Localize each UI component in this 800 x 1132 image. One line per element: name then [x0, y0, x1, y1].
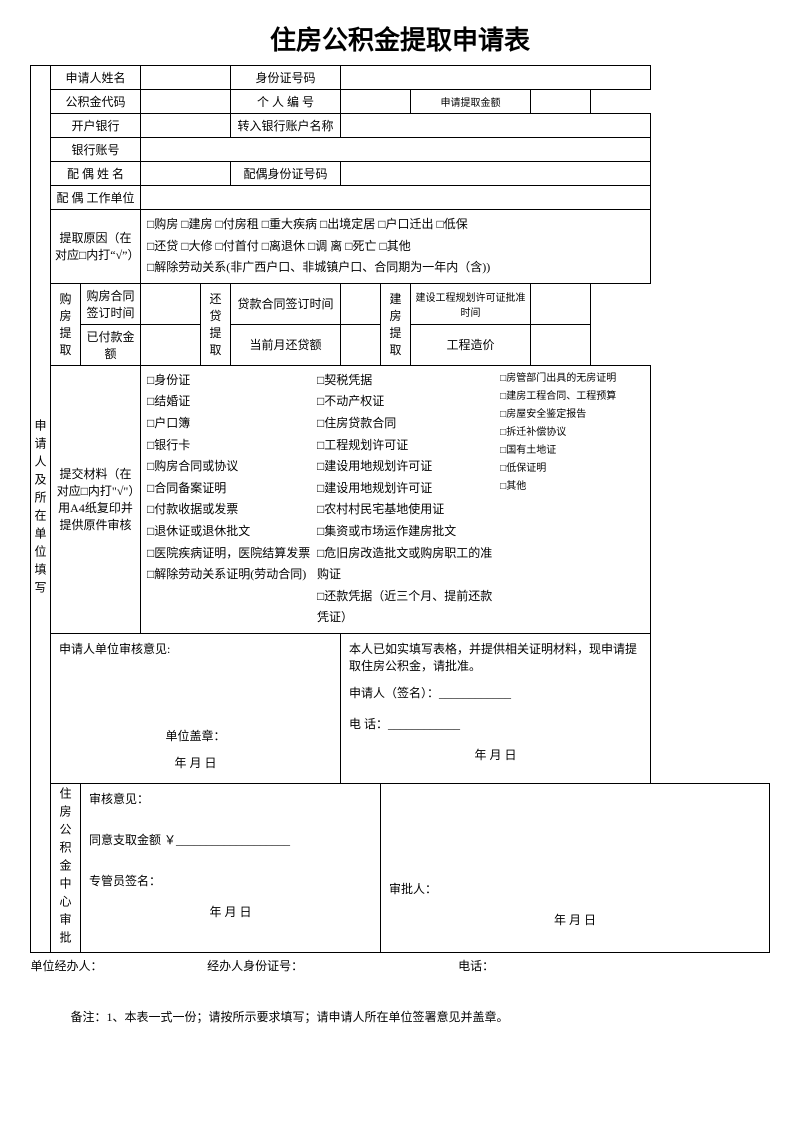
note: 备注：1、本表一式一份；请按所示要求填写；请申请人所在单位签署意见并盖章。 [31, 978, 651, 1025]
field-spouse-unit[interactable] [141, 186, 651, 210]
label-spouse-name: 配 偶 姓 名 [51, 162, 141, 186]
label-bank-account: 银行账号 [51, 138, 141, 162]
label-contract-date: 购房合同签订时间 [81, 283, 141, 324]
unit-opinion[interactable]: 申请人单位审核意见: 单位盖章： 年 月 日 [51, 633, 341, 783]
label-cost: 工程造价 [411, 324, 531, 365]
applicant-declaration[interactable]: 本人已如实填写表格，并提供相关证明材料，现申请提取住房公积金，请批准。 申请人（… [341, 633, 651, 783]
label-materials: 提交材料（在对应□内打"√"）用A4纸复印并提供原件审核 [51, 365, 141, 633]
label-spouse-unit: 配 偶 工作单位 [51, 186, 141, 210]
field-monthly[interactable] [341, 324, 381, 365]
label-bank: 开户银行 [51, 114, 141, 138]
label-permit-date: 建设工程规划许可证批准时间 [411, 283, 531, 324]
label-reason: 提取原因（在对应□内打“√”） [51, 210, 141, 284]
label-repay: 还贷提取 [201, 283, 231, 365]
field-amount[interactable] [531, 90, 591, 114]
audit-left[interactable]: 审核意见： 同意支取金额 ￥___________________ 专管员签名：… [81, 783, 381, 952]
reason-checkboxes[interactable]: □购房 □建房 □付房租 □重大疾病 □出境定居 □户口迁出 □低保 □还贷 □… [141, 210, 651, 284]
field-personal-no[interactable] [341, 90, 411, 114]
application-form: 申请人及所在单位填写 申请人姓名 身份证号码 公积金代码 个 人 编 号 申请提… [30, 65, 770, 1025]
section-applicant: 申请人及所在单位填写 [31, 66, 51, 953]
field-permit-date[interactable] [531, 283, 591, 324]
label-name: 申请人姓名 [51, 66, 141, 90]
audit-right[interactable]: 审批人： 年 月 日 [381, 783, 770, 952]
field-loan-date[interactable] [341, 283, 381, 324]
section-center: 住房公积金中心审批 [51, 783, 81, 952]
field-spouse-id[interactable] [341, 162, 651, 186]
materials-checkboxes[interactable]: □身份证□结婚证□户口簿□银行卡□购房合同或协议□合同备案证明□付款收据或发票□… [141, 365, 651, 633]
label-fund-code: 公积金代码 [51, 90, 141, 114]
label-transfer-account: 转入银行账户名称 [231, 114, 341, 138]
label-amount: 申请提取金额 [411, 90, 531, 114]
field-bank-account[interactable] [141, 138, 651, 162]
label-paid: 已付款金额 [81, 324, 141, 365]
label-spouse-id: 配偶身份证号码 [231, 162, 341, 186]
label-monthly: 当前月还贷额 [231, 324, 341, 365]
label-build: 建房提取 [381, 283, 411, 365]
field-idno[interactable] [341, 66, 651, 90]
field-spouse-name[interactable] [141, 162, 231, 186]
label-buy: 购房提取 [51, 283, 81, 365]
field-name[interactable] [141, 66, 231, 90]
label-personal-no: 个 人 编 号 [231, 90, 341, 114]
label-loan-date: 贷款合同签订时间 [231, 283, 341, 324]
field-cost[interactable] [531, 324, 591, 365]
label-idno: 身份证号码 [231, 66, 341, 90]
footer-row: 单位经办人： 经办人身份证号： 电话： [31, 952, 651, 978]
field-bank[interactable] [141, 114, 231, 138]
field-fund-code[interactable] [141, 90, 231, 114]
field-paid[interactable] [141, 324, 201, 365]
field-transfer-account[interactable] [341, 114, 651, 138]
field-contract-date[interactable] [141, 283, 201, 324]
page-title: 住房公积金提取申请表 [30, 20, 770, 57]
